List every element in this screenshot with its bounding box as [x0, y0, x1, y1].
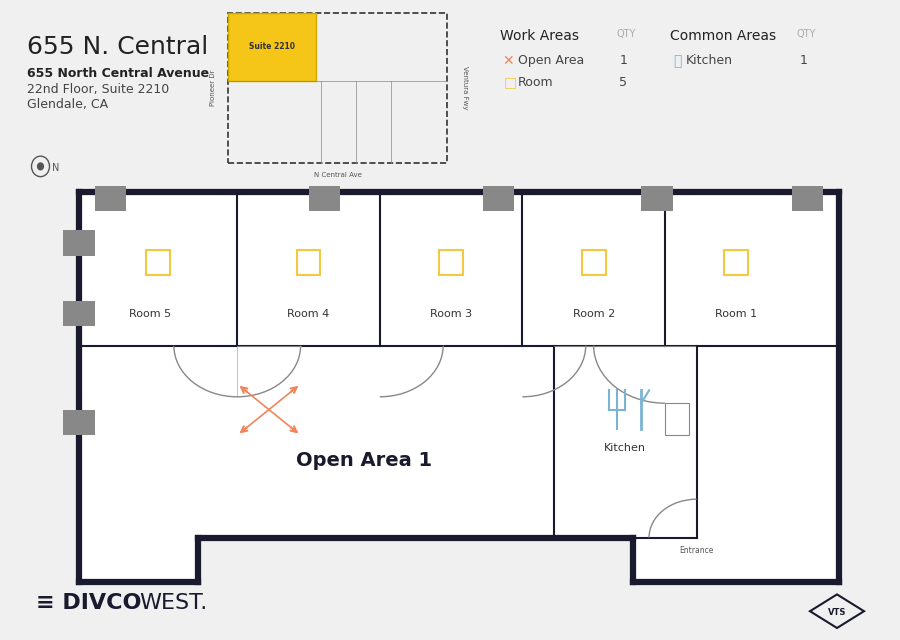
Bar: [641, 186, 673, 211]
Text: Room 3: Room 3: [430, 308, 472, 319]
Text: Open Area 1: Open Area 1: [296, 451, 432, 470]
Text: 5: 5: [619, 76, 627, 88]
Bar: [792, 186, 824, 211]
Text: Pioneer Dr: Pioneer Dr: [210, 70, 216, 106]
Text: Room 2: Room 2: [572, 308, 615, 319]
Text: Room: Room: [518, 76, 554, 88]
Text: Common Areas: Common Areas: [670, 29, 777, 43]
Text: 1: 1: [619, 54, 627, 67]
Text: ⑃: ⑃: [673, 54, 681, 68]
Text: Kitchen: Kitchen: [604, 443, 646, 453]
Text: ✕: ✕: [502, 54, 514, 68]
Text: 655 North Central Avenue: 655 North Central Avenue: [27, 67, 209, 80]
Bar: [94, 186, 126, 211]
Text: QTY: QTY: [616, 29, 636, 39]
Text: Room 1: Room 1: [716, 308, 757, 319]
Bar: [482, 186, 515, 211]
Text: Room 5: Room 5: [129, 308, 171, 319]
Text: N Central Ave: N Central Ave: [313, 172, 362, 178]
Text: 1: 1: [799, 54, 807, 67]
Text: 655 N. Central: 655 N. Central: [27, 35, 208, 60]
Text: 22nd Floor, Suite 2210: 22nd Floor, Suite 2210: [27, 83, 169, 96]
Bar: [665, 403, 688, 435]
Text: Ventura Fwy: Ventura Fwy: [462, 67, 467, 109]
Text: QTY: QTY: [796, 29, 816, 39]
Text: □: □: [504, 76, 518, 90]
Text: Suite 2210: Suite 2210: [249, 42, 295, 51]
Bar: [63, 410, 94, 435]
Text: WEST.: WEST.: [140, 593, 208, 613]
Text: N: N: [52, 163, 59, 173]
Circle shape: [37, 163, 44, 170]
Text: Glendale, CA: Glendale, CA: [27, 98, 108, 111]
Bar: [309, 186, 340, 211]
Text: Room 4: Room 4: [287, 308, 329, 319]
Bar: [63, 301, 94, 326]
Text: Work Areas: Work Areas: [500, 29, 579, 43]
Text: VTS: VTS: [828, 608, 846, 617]
Text: Kitchen: Kitchen: [686, 54, 733, 67]
Polygon shape: [79, 192, 839, 582]
Text: Entrance: Entrance: [680, 546, 714, 555]
Text: Open Area: Open Area: [518, 54, 584, 67]
Text: ≡ DIVCO: ≡ DIVCO: [36, 593, 141, 613]
Bar: [228, 13, 317, 81]
Bar: [63, 230, 94, 256]
